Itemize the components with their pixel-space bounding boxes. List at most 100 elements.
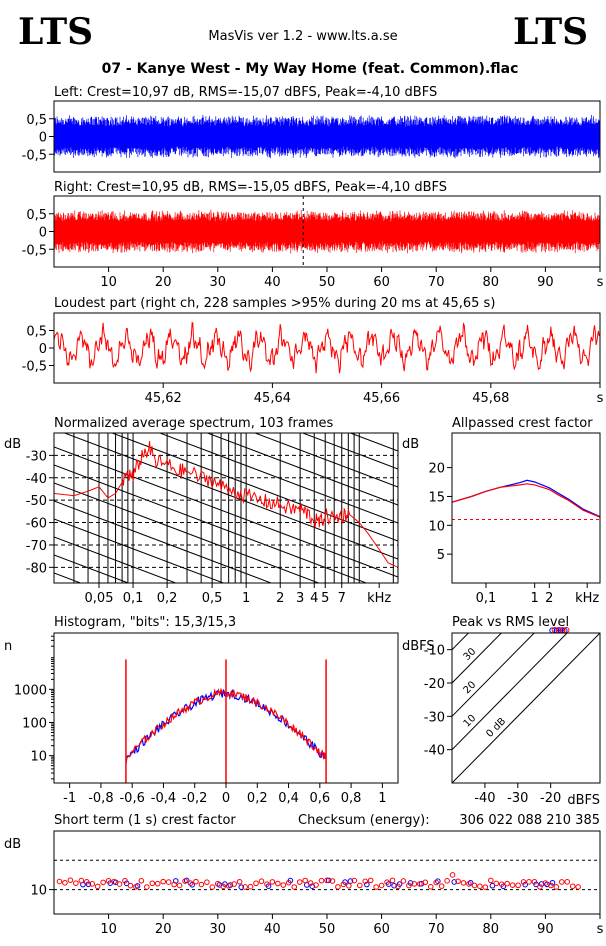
short-term-x-tick-label: 30 [210, 922, 227, 937]
short-term-right-point [553, 884, 560, 890]
spectrum-x-tick-label: 0,05 [85, 591, 114, 606]
peak-rms-title: Peak vs RMS level [452, 615, 569, 630]
short-term-crest-plot: 10 10 20 30 40 50 60 70 80 90 s [30, 830, 604, 937]
peak-rms-crest-line [452, 633, 600, 783]
spectrum-slope-line [158, 433, 398, 524]
logo-left: LTS [18, 11, 93, 53]
short-term-right-point [313, 882, 319, 888]
peak-rms-crest-label: 20 [462, 680, 479, 697]
short-term-right-point [144, 884, 150, 890]
short-term-x-tick-label: 20 [155, 922, 172, 937]
histogram-x-tick-label: -0,8 [88, 791, 113, 806]
spectrum-y-tick-label: -70 [26, 539, 47, 554]
histogram-x-tick-label: 0 [222, 791, 230, 806]
peak-rms-xlabel: dBFS [567, 793, 600, 808]
loudest-part-y-tick-label: -0,5 [22, 360, 47, 375]
short-term-x-tick-label: s [597, 922, 604, 937]
peak-rms-ylabel: dBFS [402, 639, 435, 654]
spectrum-ylabel: dB [4, 437, 21, 452]
spectrum-y-tick-label: -60 [26, 517, 47, 532]
short-term-right-point [564, 879, 571, 885]
short-term-left-point [522, 881, 528, 888]
short-term-y-tick-label: 10 [30, 884, 47, 899]
allpassed-frame [451, 432, 601, 584]
histogram-ylabel: n [4, 639, 12, 654]
short-term-right-point [340, 881, 347, 888]
short-term-left-point [238, 884, 245, 890]
short-term-right-point [531, 878, 538, 885]
short-term-right-point [548, 882, 554, 889]
left-waveform-y-tick-label: -0,5 [22, 148, 47, 163]
short-term-right-point [182, 878, 188, 884]
allpassed-crest-plot: 20 15 10 5 0,1 1 2 kHz [428, 432, 601, 606]
short-term-x-tick-label: 70 [428, 922, 445, 937]
short-term-right-point [154, 880, 161, 887]
short-term-frame [53, 830, 601, 915]
allpassed-y-tick-label: 5 [437, 548, 445, 563]
loudest-part-y-tick-label: 0 [39, 342, 47, 357]
peak-rms-crest-label: 0 dB [484, 716, 508, 740]
short-term-right-point [444, 878, 450, 884]
histogram-x-tick-label: -0,2 [182, 791, 207, 806]
short-term-right-point [89, 881, 96, 887]
right-waveform-y-tick-label: 0 [39, 226, 47, 241]
spectrum-slope-line [54, 518, 225, 583]
allpassed-title: Allpassed crest factor [452, 416, 593, 431]
spectrum-slope-line [54, 464, 368, 583]
histogram-x-tick-label: 0,6 [309, 791, 330, 806]
histogram-x-tick-label: 0,8 [341, 791, 362, 806]
short-term-right-point [569, 883, 576, 890]
short-term-x-tick-label: 90 [537, 922, 554, 937]
spectrum-x-tick-label: 1 [242, 591, 250, 606]
spectrum-x-tick-label: 0,1 [123, 591, 144, 606]
peak-rms-crest-line [452, 633, 503, 684]
left-waveform-y-tick-label: 0,5 [26, 113, 47, 128]
right-waveform-x-tick-label: 50 [319, 275, 336, 290]
short-term-right-point [504, 880, 510, 887]
right-waveform-x-tick-label: 90 [537, 275, 554, 290]
short-term-x-tick-label: 60 [373, 922, 390, 937]
short-term-right-point [460, 880, 467, 886]
spectrum-plot: -30 -40 -50 -60 -70 -80 0,05 0,1 0,2 0,5 1 2 3 4 5 7 kHz [26, 432, 399, 606]
short-term-title: Short term (1 s) crest factor [54, 813, 236, 828]
short-term-right-point [83, 878, 90, 885]
spectrum-y-tick-label: -40 [26, 472, 47, 487]
histogram-x-tick-label: -0,6 [119, 791, 144, 806]
histogram-y-tick-label: 10 [30, 750, 47, 765]
spectrum-slope-line [54, 446, 398, 578]
short-term-right-point [471, 882, 478, 889]
short-term-right-point [116, 881, 123, 887]
spectrum-x-tick-label: 7 [338, 591, 346, 606]
short-term-right-point [542, 880, 549, 886]
right-waveform-x-tick-label: s [597, 275, 604, 290]
loudest-part-x-tick-label: 45,64 [254, 391, 291, 406]
app-title: MasVis ver 1.2 - www.lts.a.se [208, 29, 397, 44]
short-term-right-point [493, 880, 500, 887]
short-term-right-point [378, 882, 385, 889]
short-term-right-point [520, 879, 527, 885]
short-term-right-point [133, 884, 139, 890]
peak-rms-x-tick-label: -20 [540, 791, 561, 806]
short-term-right-point [296, 879, 303, 885]
right-waveform-x-tick-label: 40 [264, 275, 281, 290]
short-term-right-point [111, 878, 117, 885]
spectrum-slope-line [54, 500, 273, 583]
loudest-part-x-tick-label: 45,62 [145, 391, 182, 406]
right-waveform-x-tick-label: 30 [210, 275, 227, 290]
loudest-part-x-tick-label: s [597, 391, 604, 406]
right-waveform-y-tick-label: 0,5 [26, 208, 47, 223]
short-term-right-point [558, 879, 565, 885]
loudest-part-plot: 0,5 0 -0,5 45,62 45,64 45,66 45,68 s [22, 312, 604, 406]
right-waveform-x-tick-label: 60 [373, 275, 390, 290]
spectrum-series-line [53, 441, 398, 568]
loudest-part-y-tick-label: 0,5 [26, 325, 47, 340]
short-term-right-point [215, 880, 221, 887]
short-term-right-point [220, 883, 227, 890]
peak-rms-y-tick-label: -20 [424, 677, 445, 692]
short-term-right-point [160, 878, 166, 885]
short-term-right-point [127, 882, 134, 889]
allpassed-y-tick-label: 20 [428, 462, 445, 477]
track-title: 07 - Kanye West - My Way Home (feat. Com… [102, 61, 519, 77]
short-term-right-point [105, 878, 112, 884]
spectrum-x-tick-label: 0,5 [202, 591, 223, 606]
